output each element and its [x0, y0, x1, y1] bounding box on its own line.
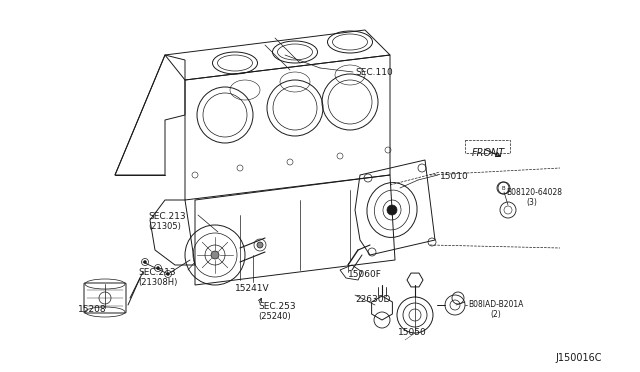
- Text: (3): (3): [526, 198, 537, 207]
- Circle shape: [157, 266, 159, 269]
- Text: 15060F: 15060F: [348, 270, 382, 279]
- Text: B: B: [501, 186, 505, 190]
- Text: 22630D: 22630D: [355, 295, 390, 304]
- Text: (21308H): (21308H): [138, 278, 177, 287]
- Text: SEC.213: SEC.213: [138, 268, 175, 277]
- Bar: [465, 140, 510, 153]
- Circle shape: [257, 242, 263, 248]
- Text: B08120-64028: B08120-64028: [506, 188, 562, 197]
- Circle shape: [211, 251, 219, 259]
- Text: 15010: 15010: [440, 172, 468, 181]
- Circle shape: [387, 205, 397, 215]
- Text: (2): (2): [490, 310, 500, 319]
- Text: B08IAD-B201A: B08IAD-B201A: [468, 300, 524, 309]
- Circle shape: [143, 260, 147, 263]
- Text: (21305): (21305): [148, 222, 181, 231]
- Text: FRONT: FRONT: [472, 148, 505, 158]
- Text: 15050: 15050: [398, 328, 427, 337]
- Text: 15208: 15208: [78, 305, 107, 314]
- Text: SEC.253: SEC.253: [258, 302, 296, 311]
- Circle shape: [166, 273, 170, 276]
- Text: 15241V: 15241V: [235, 284, 269, 293]
- Text: J150016C: J150016C: [555, 353, 602, 363]
- Text: SEC.110: SEC.110: [355, 68, 393, 77]
- Text: (25240): (25240): [258, 312, 291, 321]
- Text: SEC.213: SEC.213: [148, 212, 186, 221]
